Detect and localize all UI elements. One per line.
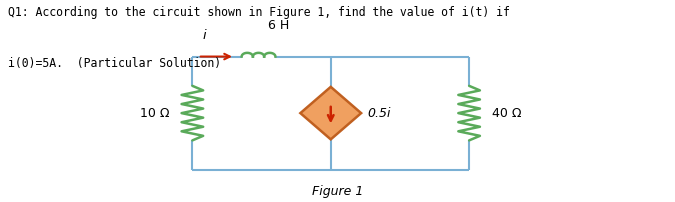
Text: 0.5i: 0.5i xyxy=(368,107,391,120)
Polygon shape xyxy=(300,87,361,139)
Text: Figure 1: Figure 1 xyxy=(312,185,363,198)
Text: Q1: According to the circuit shown in Figure 1, find the value of i(t) if: Q1: According to the circuit shown in Fi… xyxy=(8,6,510,19)
Text: 40 Ω: 40 Ω xyxy=(491,107,521,120)
Text: i: i xyxy=(202,29,207,42)
Text: 6 H: 6 H xyxy=(268,19,290,32)
Text: i(0)=5A.  (Particular Solution): i(0)=5A. (Particular Solution) xyxy=(8,57,221,69)
Text: 10 Ω: 10 Ω xyxy=(140,107,170,120)
